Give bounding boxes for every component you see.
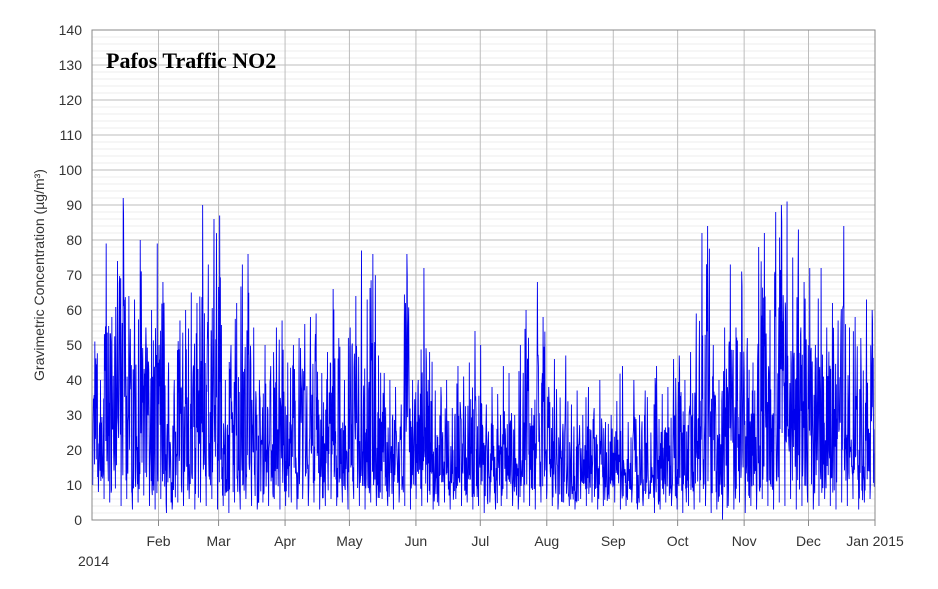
- y-axis-label: Gravimetric Concentration (µg/m³): [31, 169, 47, 381]
- y-tick-label: 110: [60, 127, 83, 143]
- y-tick-label: 50: [66, 337, 82, 353]
- x-tick-label: Mar: [207, 533, 231, 549]
- x-axis-ticks: Feb Mar Apr May Jun Jul Aug Sep Oct Nov Dec Jan 201…: [146, 520, 904, 549]
- y-tick-label: 130: [59, 57, 83, 73]
- x-tick-label: Dec: [796, 533, 821, 549]
- x-tick-label: Aug: [534, 533, 559, 549]
- x-tick-label: Apr: [274, 533, 296, 549]
- y-tick-label: 80: [66, 232, 82, 248]
- x-tick-label: May: [336, 533, 362, 549]
- y-tick-label: 40: [66, 372, 82, 388]
- x-tick-label: Jul: [471, 533, 489, 549]
- x-tick-label: Nov: [732, 533, 757, 549]
- y-axis-ticks: 0 10 20 30 40 50 60 70 80 90 100 110 120 130 140: [59, 22, 83, 528]
- y-tick-label: 20: [66, 442, 82, 458]
- x-tick-label: Jun: [405, 533, 428, 549]
- x-axis-start-label: 2014: [78, 553, 109, 569]
- x-tick-label: Jan 2015: [846, 533, 904, 549]
- series-line: [91, 197, 876, 521]
- y-tick-label: 90: [66, 197, 82, 213]
- y-tick-label: 140: [59, 22, 83, 38]
- plot-frame: [91, 29, 876, 521]
- y-tick-label: 0: [74, 512, 82, 528]
- y-tick-label: 100: [59, 162, 83, 178]
- x-tick-label: Sep: [601, 533, 626, 549]
- y-tick-label: 120: [59, 92, 83, 108]
- chart-title: Pafos Traffic NO2: [106, 48, 276, 73]
- x-tick-label: Feb: [146, 533, 170, 549]
- series-no2: [91, 197, 876, 521]
- y-tick-label: 60: [66, 302, 82, 318]
- y-tick-label: 10: [66, 477, 82, 493]
- x-tick-label: Oct: [667, 533, 689, 549]
- y-tick-label: 30: [66, 407, 82, 423]
- y-tick-label: 70: [66, 267, 82, 283]
